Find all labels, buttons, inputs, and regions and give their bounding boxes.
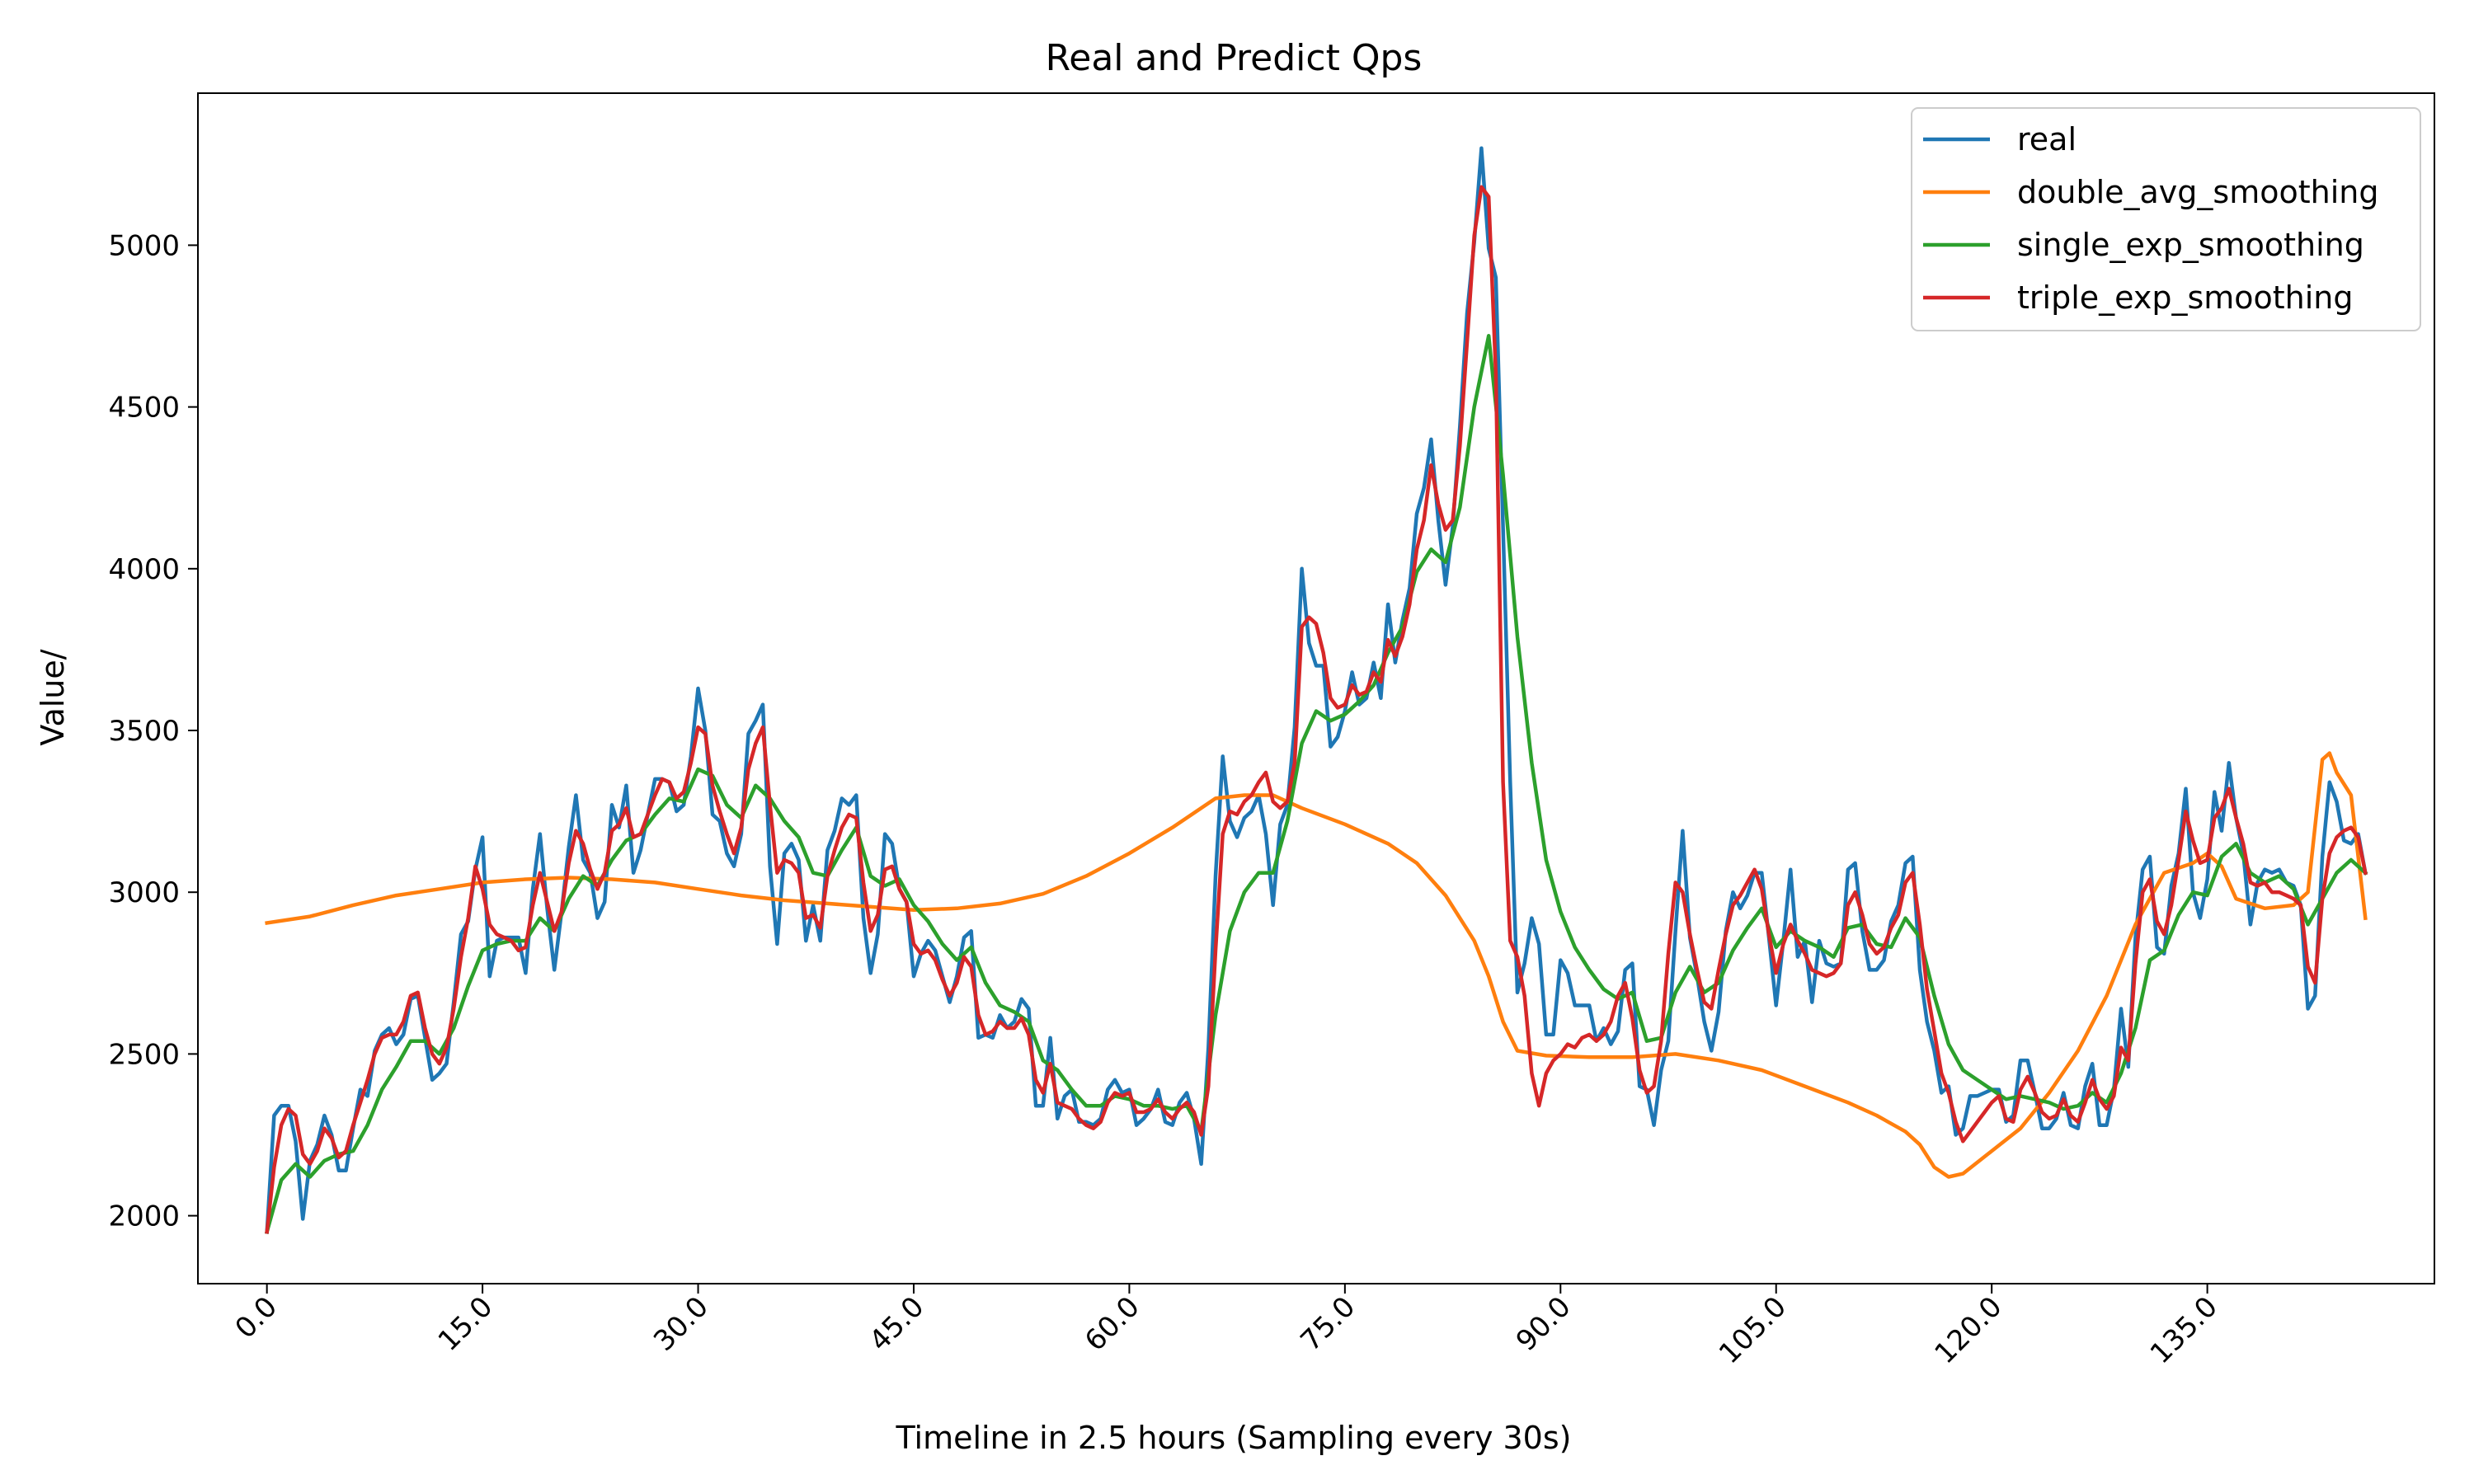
series-line-double-avg-smoothing [265, 751, 2368, 1179]
y-tick-label: 3500 [108, 715, 180, 748]
y-tick-label: 4500 [108, 392, 180, 425]
y-tick-label: 5000 [108, 229, 180, 262]
legend-label-double-avg-smoothing: double_avg_smoothing [2017, 174, 2378, 210]
legend-box [1911, 107, 2421, 331]
chart-legend: real double_avg_smoothing single_exp_smoot… [1911, 107, 2421, 331]
y-axis-ticks: 2000 2500 3000 3500 4000 4500 5000 [108, 229, 198, 1233]
chart-title: Real and Predict Qps [1046, 37, 1423, 79]
legend-label-real: real [2017, 121, 2077, 157]
y-tick-label: 2500 [108, 1038, 180, 1071]
x-axis-label: Timeline in 2.5 hours (Sampling every 30… [896, 1420, 1572, 1456]
series-line-triple-exp-smoothing [265, 185, 2368, 1234]
series-line-single-exp-smoothing [264, 334, 2368, 1234]
legend-label-triple-exp-smoothing: triple_exp_smoothing [2017, 279, 2354, 316]
y-tick-label: 4000 [108, 553, 180, 586]
plot-series-group [264, 146, 2368, 1234]
y-tick-label: 2000 [108, 1200, 180, 1233]
y-tick-label: 3000 [108, 876, 180, 909]
y-axis-label: Value/ [35, 649, 71, 745]
plot-frame [197, 92, 2435, 1284]
legend-label-single-exp-smoothing: single_exp_smoothing [2017, 227, 2364, 263]
